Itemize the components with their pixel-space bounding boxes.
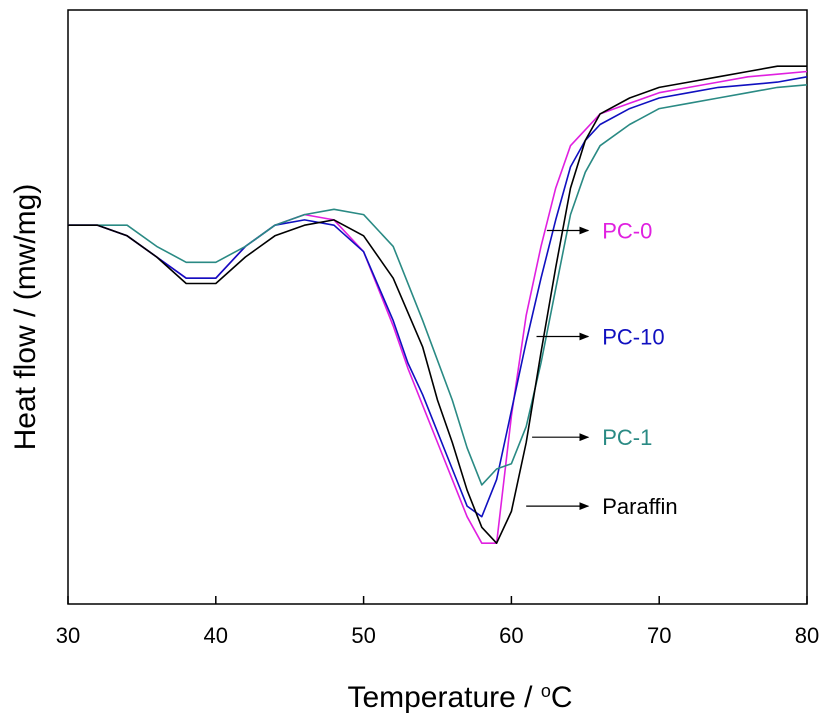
y-axis-title: Heat flow / (mw/mg) [9, 184, 42, 451]
series-line-pc-0 [68, 70, 808, 545]
x-tick-label: 80 [795, 623, 819, 648]
annotation-label: Paraffin [602, 494, 677, 519]
series-line-pc-1 [68, 84, 808, 486]
series-layer [68, 65, 808, 545]
x-tick-label: 60 [499, 623, 523, 648]
x-axis-ticks: 30 40 50 60 70 80 [56, 596, 819, 648]
x-tick-label: 50 [351, 623, 375, 648]
annotation-label: PC-1 [602, 425, 652, 450]
x-tick-label: 70 [647, 623, 671, 648]
x-tick-label: 40 [204, 623, 228, 648]
annotation-layer: PC-0 PC-10 PC-1 Paraffin [526, 219, 678, 519]
annotation-label: PC-10 [602, 325, 664, 350]
annotation-label: PC-0 [602, 219, 652, 244]
series-line-pc-10 [68, 76, 808, 518]
plot-frame [67, 9, 808, 605]
x-tick-label: 30 [56, 623, 80, 648]
series-line-paraffin [68, 65, 807, 545]
x-axis-title: Temperature / oC [347, 681, 572, 714]
